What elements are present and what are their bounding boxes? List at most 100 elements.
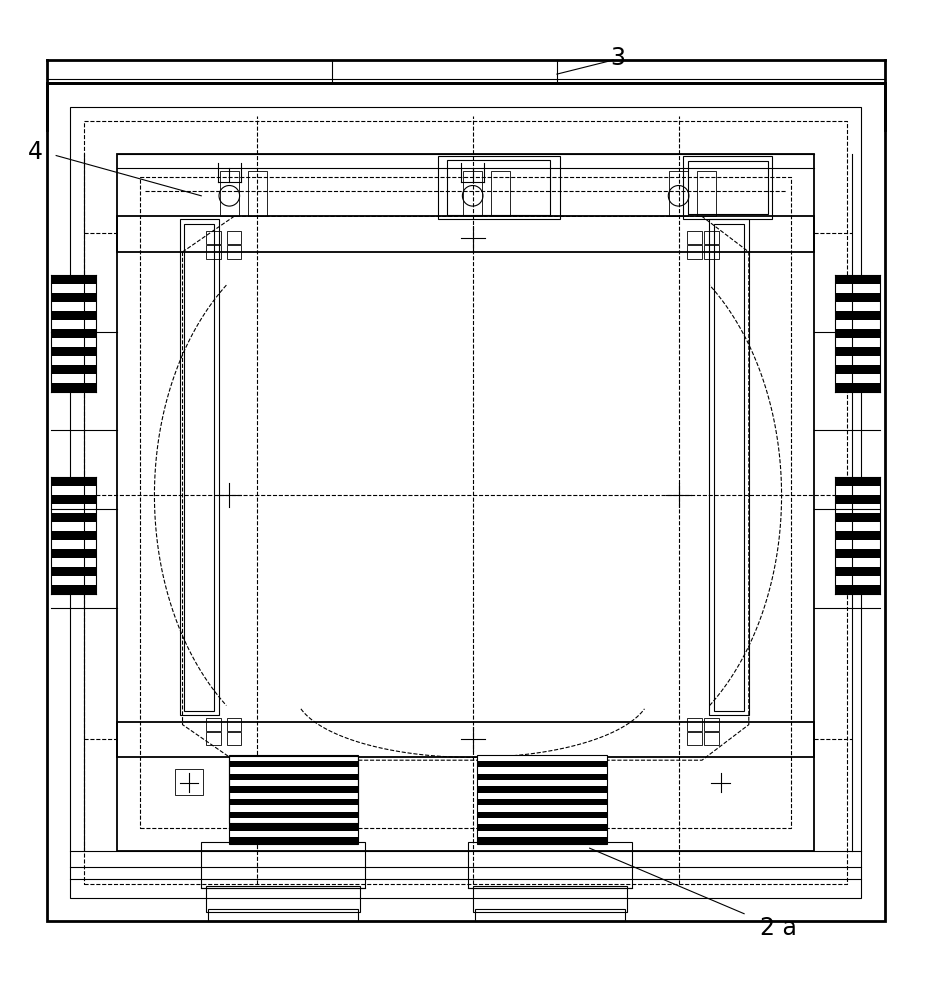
Bar: [688, 161, 768, 214]
Bar: [835, 477, 880, 594]
Bar: [477, 824, 607, 831]
Bar: [709, 219, 749, 715]
Bar: [51, 567, 96, 576]
Bar: [229, 818, 358, 824]
Bar: [463, 171, 482, 216]
Bar: [51, 347, 96, 356]
Bar: [117, 722, 814, 757]
Bar: [51, 477, 96, 486]
Bar: [229, 755, 358, 844]
Bar: [229, 812, 358, 818]
Bar: [229, 755, 358, 761]
Bar: [704, 231, 719, 244]
Bar: [477, 761, 607, 767]
Bar: [704, 732, 719, 745]
Bar: [220, 171, 239, 216]
Bar: [447, 160, 550, 215]
Bar: [229, 793, 358, 799]
Bar: [51, 383, 96, 392]
Bar: [206, 886, 360, 912]
Bar: [229, 817, 358, 823]
Bar: [477, 780, 607, 786]
Bar: [229, 795, 358, 800]
Bar: [51, 275, 96, 284]
Bar: [229, 756, 358, 823]
Bar: [229, 824, 358, 831]
Bar: [714, 224, 744, 711]
Bar: [51, 311, 96, 320]
Bar: [208, 909, 358, 921]
Bar: [227, 245, 241, 259]
Bar: [477, 818, 607, 824]
Bar: [229, 761, 358, 767]
Bar: [229, 767, 358, 774]
Bar: [683, 156, 772, 219]
Bar: [117, 154, 814, 851]
Bar: [180, 219, 219, 715]
Bar: [227, 231, 241, 244]
Bar: [51, 275, 96, 392]
Bar: [835, 311, 880, 320]
Bar: [687, 732, 702, 745]
Bar: [227, 732, 241, 745]
Bar: [229, 784, 358, 789]
Bar: [835, 329, 880, 338]
Text: 2 a: 2 a: [760, 916, 797, 940]
Bar: [704, 245, 719, 259]
Bar: [835, 383, 880, 392]
Bar: [687, 231, 702, 244]
Bar: [206, 732, 221, 745]
Bar: [51, 549, 96, 558]
Bar: [477, 786, 607, 793]
Bar: [229, 772, 358, 778]
Bar: [835, 275, 880, 392]
Bar: [835, 477, 880, 486]
Bar: [835, 477, 880, 594]
Bar: [175, 769, 203, 795]
Bar: [51, 513, 96, 522]
Text: 3: 3: [610, 46, 625, 70]
Bar: [229, 799, 358, 805]
Bar: [477, 774, 607, 780]
Bar: [229, 800, 358, 806]
Bar: [229, 774, 358, 780]
Bar: [47, 83, 885, 921]
Bar: [835, 585, 880, 594]
Bar: [835, 347, 880, 356]
Bar: [477, 799, 607, 805]
Bar: [473, 886, 627, 912]
Bar: [835, 567, 880, 576]
Bar: [229, 786, 358, 793]
Bar: [477, 755, 607, 761]
Bar: [229, 789, 358, 795]
Bar: [697, 171, 716, 216]
Bar: [206, 231, 221, 244]
Bar: [477, 805, 607, 812]
Bar: [229, 767, 358, 772]
Bar: [491, 171, 510, 216]
Bar: [468, 842, 632, 888]
Bar: [229, 756, 358, 761]
Bar: [438, 156, 560, 219]
Bar: [201, 842, 365, 888]
Bar: [206, 245, 221, 259]
Bar: [835, 549, 880, 558]
Bar: [70, 107, 861, 898]
Bar: [229, 837, 358, 844]
Bar: [477, 831, 607, 837]
Bar: [117, 216, 814, 252]
Bar: [51, 477, 96, 594]
Bar: [835, 275, 880, 392]
Bar: [687, 718, 702, 731]
Bar: [229, 761, 358, 767]
Bar: [229, 805, 358, 812]
Bar: [229, 778, 358, 784]
Bar: [687, 245, 702, 259]
Bar: [835, 293, 880, 302]
Bar: [835, 495, 880, 504]
Bar: [475, 909, 625, 921]
Bar: [229, 806, 358, 812]
Bar: [51, 293, 96, 302]
Bar: [229, 831, 358, 837]
Bar: [51, 329, 96, 338]
